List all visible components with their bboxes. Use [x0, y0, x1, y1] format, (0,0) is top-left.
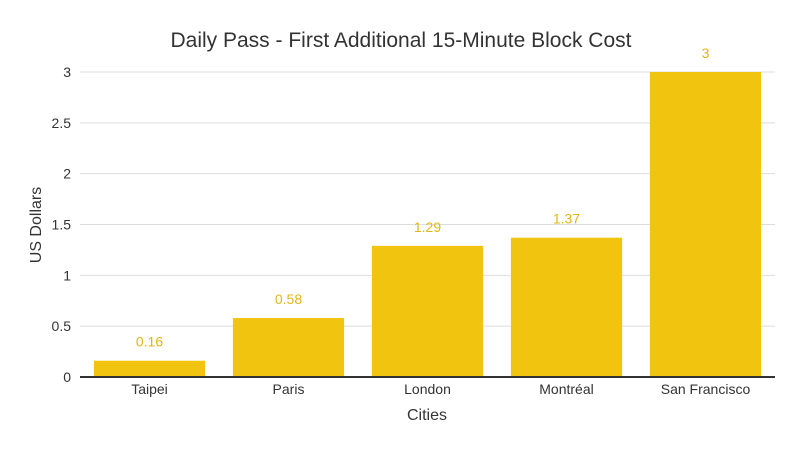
y-tick-label: 1.5	[52, 217, 72, 233]
data-label: 1.37	[553, 211, 580, 227]
bar	[371, 245, 484, 377]
y-tick-label: 3	[63, 64, 71, 80]
data-label: 1.29	[414, 219, 441, 235]
x-tick-label: Taipei	[131, 381, 168, 397]
chart-title: Daily Pass - First Additional 15-Minute …	[170, 29, 631, 52]
bar	[93, 360, 206, 377]
x-tick-label: Paris	[273, 381, 305, 397]
x-axis-ticks: Taipei Paris London Montréal San Francisco	[131, 381, 750, 397]
y-tick-label: 1	[63, 267, 71, 283]
y-axis-label: US Dollars	[28, 187, 45, 263]
x-tick-label: London	[404, 381, 451, 397]
y-tick-label: 2.5	[52, 115, 72, 131]
y-tick-label: 0.5	[52, 318, 72, 334]
x-axis-label: Cities	[407, 407, 447, 424]
bar	[510, 237, 623, 377]
x-tick-label: San Francisco	[661, 381, 751, 397]
bar	[232, 318, 345, 377]
x-tick-label: Montréal	[539, 381, 593, 397]
bars	[93, 72, 762, 377]
data-labels: 0.16 0.58 1.29 1.37 3	[136, 45, 710, 350]
y-tick-label: 2	[63, 166, 71, 182]
y-axis-ticks: 0 0.5 1 1.5 2 2.5 3	[52, 64, 72, 385]
bar	[649, 72, 762, 377]
data-label: 0.58	[275, 291, 302, 307]
data-label: 0.16	[136, 334, 163, 350]
data-label: 3	[702, 45, 710, 61]
y-tick-label: 0	[63, 369, 71, 385]
